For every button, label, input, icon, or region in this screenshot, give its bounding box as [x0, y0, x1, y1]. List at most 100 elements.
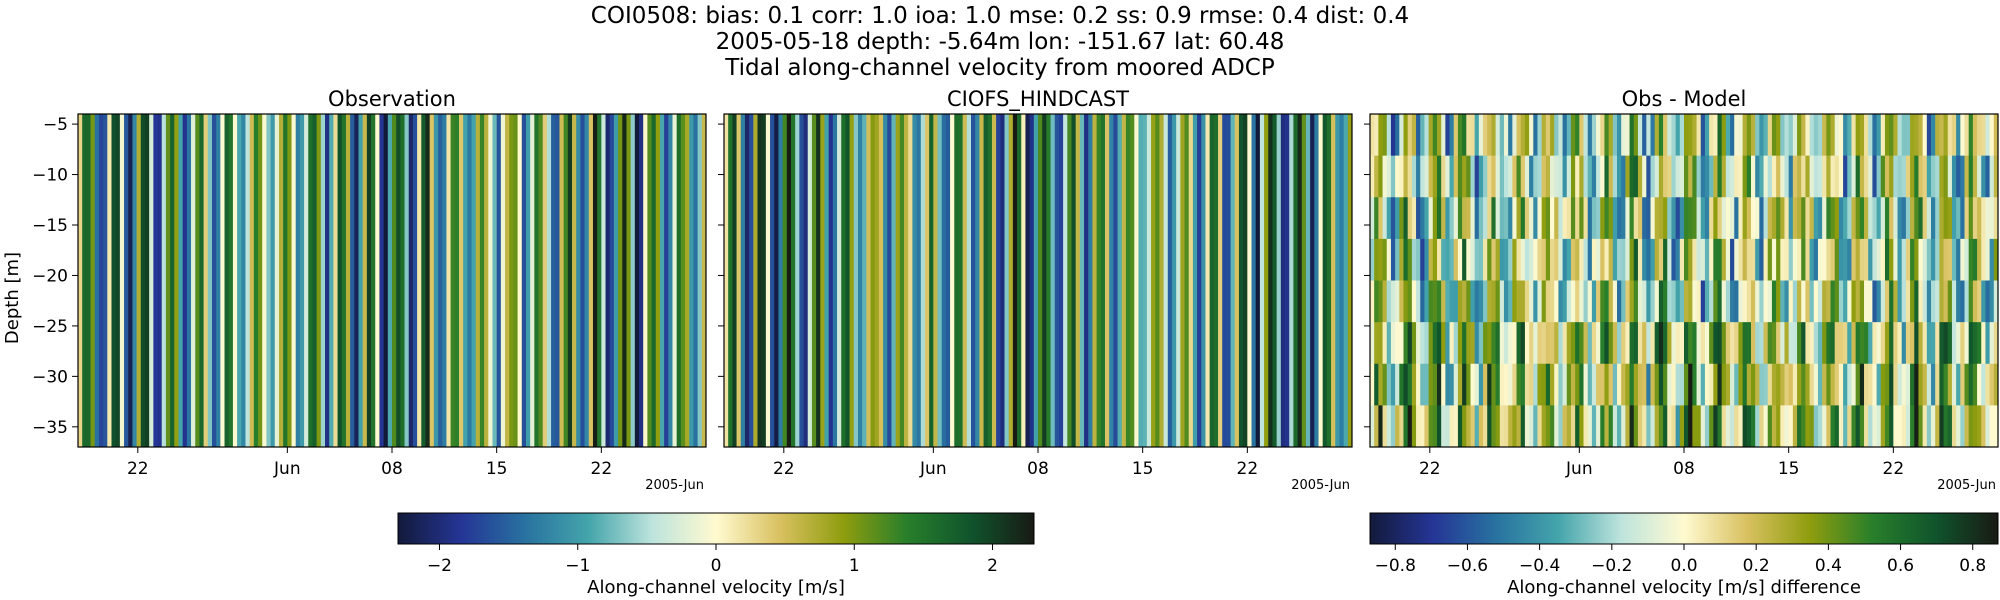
heatmap-cell	[1562, 322, 1568, 365]
heatmap-cell	[1750, 114, 1756, 157]
heatmap-cell	[1600, 238, 1605, 281]
heatmap-cell	[1792, 114, 1798, 157]
heatmap-cell	[262, 114, 267, 447]
heatmap-cell	[1218, 114, 1223, 447]
heatmap-cell	[1466, 280, 1471, 323]
heatmap-cell	[1947, 238, 1953, 281]
heatmap-cell	[1395, 197, 1400, 240]
heatmap-cell	[1700, 114, 1706, 157]
heatmap-cell	[966, 114, 972, 447]
heatmap-cell	[1780, 114, 1785, 157]
heatmap-cell	[1993, 114, 1998, 157]
heatmap-cell	[1167, 114, 1173, 447]
heatmap-cell	[1558, 155, 1563, 198]
heatmap-cell	[1424, 405, 1430, 447]
heatmap-cell	[676, 114, 682, 447]
heatmap-cell	[849, 114, 855, 447]
heatmap-cell	[1499, 197, 1505, 240]
heatmap-cell	[1566, 238, 1572, 281]
heatmap-cell	[551, 114, 556, 447]
heatmap-cell	[1436, 363, 1442, 406]
heatmap-cell	[954, 114, 959, 447]
heatmap-cell	[1931, 155, 1936, 198]
heatmap-cell	[475, 114, 481, 447]
heatmap-cell	[1457, 322, 1463, 365]
heatmap-cell	[1466, 238, 1471, 281]
heatmap-cell	[1679, 238, 1685, 281]
heatmap-cell	[1545, 155, 1551, 198]
heatmap-cell	[1583, 322, 1589, 365]
heatmap-cell	[1462, 405, 1467, 447]
colorbar-gradient	[1369, 512, 1999, 545]
heatmap-cell	[1679, 363, 1685, 406]
heatmap-cell	[1901, 238, 1907, 281]
heatmap-cell	[1880, 114, 1886, 157]
heatmap-cell	[1717, 114, 1723, 157]
heatmap-cell	[442, 114, 447, 447]
heatmap-cell	[1587, 405, 1593, 447]
heatmap-cell	[786, 114, 792, 447]
heatmap-cell	[1822, 280, 1827, 323]
heatmap-cell	[1755, 280, 1760, 323]
heatmap-cell	[1855, 363, 1861, 406]
heatmap-cell	[1529, 405, 1534, 447]
heatmap-cell	[1725, 322, 1731, 365]
heatmap-cell	[1180, 114, 1185, 447]
heatmap-cell	[1566, 322, 1572, 365]
heatmap-cell	[975, 114, 980, 447]
heatmap-cell	[1855, 155, 1861, 198]
heatmap-cell	[1495, 280, 1501, 323]
heatmap-cell	[1575, 405, 1580, 447]
heatmap-cell	[404, 114, 410, 447]
heatmap-cell	[1470, 238, 1476, 281]
heatmap-cell	[178, 114, 184, 447]
heatmap-cell	[1449, 280, 1455, 323]
heatmap-cell	[1416, 363, 1421, 406]
heatmap-cell	[1872, 280, 1877, 323]
heatmap-cell	[1704, 155, 1710, 198]
heatmap-cell	[1943, 280, 1949, 323]
heatmap-cell	[220, 114, 225, 447]
heatmap-cell	[1046, 114, 1051, 447]
heatmap-cell	[1449, 155, 1455, 198]
heatmap-cell	[1537, 155, 1543, 198]
heatmap-cell	[1792, 197, 1798, 240]
heatmap-cell	[1926, 114, 1932, 157]
heatmap-cell	[1470, 322, 1476, 365]
heatmap-cell	[1826, 197, 1831, 240]
heatmap-cell	[1382, 322, 1388, 365]
heatmap-cell	[1533, 363, 1538, 406]
heatmap-cell	[1386, 363, 1392, 406]
heatmap-cell	[1704, 114, 1710, 157]
heatmap-cell	[140, 114, 146, 447]
heatmap-cell	[1784, 238, 1790, 281]
heatmap-cell	[1416, 280, 1421, 323]
heatmap-cell	[1533, 238, 1538, 281]
heatmap-cell	[1382, 280, 1388, 323]
heatmap-cell	[308, 114, 313, 447]
heatmap-cell	[1545, 114, 1551, 157]
heatmap-cell	[1675, 238, 1681, 281]
heatmap-cell	[979, 114, 984, 447]
heatmap-cell	[1776, 238, 1781, 281]
colorbar-tick-label: 2	[987, 556, 998, 576]
heatmap-cell	[1441, 114, 1446, 157]
heatmap-cell	[1897, 363, 1903, 406]
heatmap-cell	[1738, 363, 1744, 406]
heatmap-cell	[1416, 322, 1421, 365]
heatmap-cell	[1717, 363, 1723, 406]
heatmap-cell	[1788, 363, 1794, 406]
heatmap-cell	[1524, 238, 1530, 281]
heatmap-cell	[1432, 405, 1438, 447]
heatmap-cell	[1730, 197, 1735, 240]
heatmap-cell	[1612, 280, 1618, 323]
heatmap-cell	[1759, 114, 1764, 157]
heatmap-cell	[1763, 197, 1769, 240]
heatmap-cell	[165, 114, 171, 447]
heatmap-cell	[1943, 405, 1949, 447]
heatmap-cell	[1717, 405, 1723, 447]
heatmap-cell	[1596, 405, 1601, 447]
heatmap-cell	[1474, 238, 1480, 281]
heatmap-cell	[1478, 363, 1484, 406]
heatmap-cell	[1562, 405, 1568, 447]
